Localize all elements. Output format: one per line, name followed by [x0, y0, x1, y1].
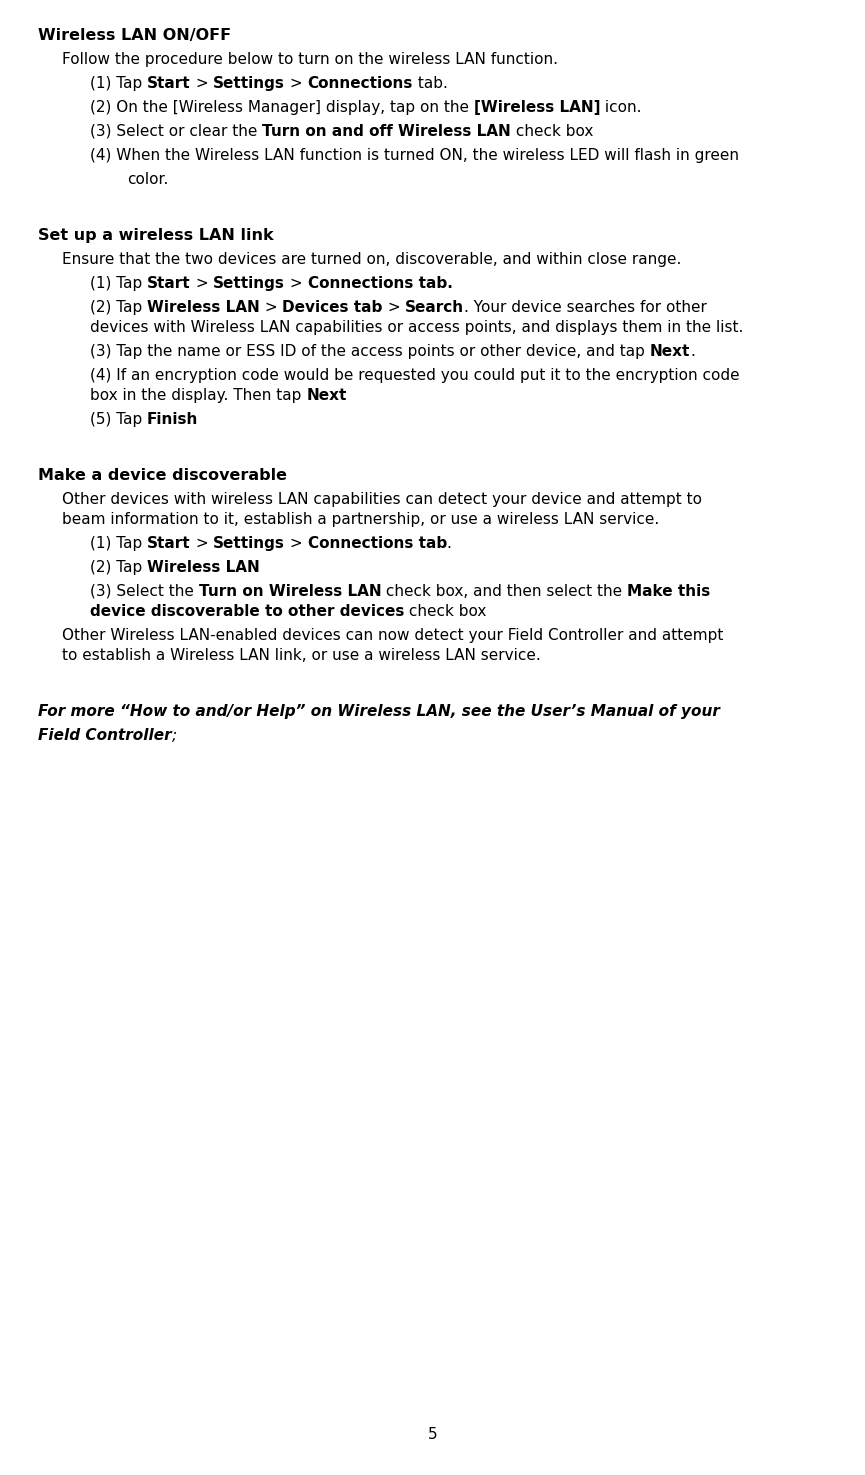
- Text: >: >: [285, 77, 308, 91]
- Text: box in the display. Then tap: box in the display. Then tap: [90, 388, 306, 403]
- Text: >: >: [285, 535, 308, 552]
- Text: Search: Search: [405, 299, 465, 316]
- Text: to establish a Wireless LAN link, or use a wireless LAN service.: to establish a Wireless LAN link, or use…: [62, 648, 541, 662]
- Text: >: >: [260, 299, 282, 316]
- Text: Finish: Finish: [147, 412, 198, 426]
- Text: .: .: [690, 344, 695, 358]
- Text: Start: Start: [147, 276, 191, 291]
- Text: Wireless LAN: Wireless LAN: [147, 299, 260, 316]
- Text: Turn on and off Wireless LAN: Turn on and off Wireless LAN: [262, 124, 511, 139]
- Text: ;: ;: [171, 729, 176, 743]
- Text: Settings: Settings: [214, 276, 285, 291]
- Text: Connections: Connections: [308, 77, 413, 91]
- Text: icon.: icon.: [600, 100, 642, 115]
- Text: Make a device discoverable: Make a device discoverable: [38, 468, 287, 482]
- Text: >: >: [382, 299, 405, 316]
- Text: Wireless LAN ON/OFF: Wireless LAN ON/OFF: [38, 28, 231, 43]
- Text: Follow the procedure below to turn on the wireless LAN function.: Follow the procedure below to turn on th…: [62, 52, 558, 66]
- Text: Wireless LAN: Wireless LAN: [147, 560, 260, 575]
- Text: (3) Tap the name or ESS ID of the access points or other device, and tap: (3) Tap the name or ESS ID of the access…: [90, 344, 650, 358]
- Text: Next: Next: [650, 344, 690, 358]
- Text: tab.: tab.: [413, 77, 448, 91]
- Text: Settings: Settings: [214, 77, 285, 91]
- Text: check box, and then select the: check box, and then select the: [381, 584, 627, 599]
- Text: [Wireless LAN]: [Wireless LAN]: [474, 100, 600, 115]
- Text: >: >: [191, 276, 214, 291]
- Text: Make this: Make this: [627, 584, 711, 599]
- Text: Connections tab.: Connections tab.: [308, 276, 452, 291]
- Text: . Your device searches for other: . Your device searches for other: [465, 299, 708, 316]
- Text: >: >: [285, 276, 308, 291]
- Text: Start: Start: [147, 77, 191, 91]
- Text: (1) Tap: (1) Tap: [90, 276, 147, 291]
- Text: >: >: [191, 535, 214, 552]
- Text: (4) If an encryption code would be requested you could put it to the encryption : (4) If an encryption code would be reque…: [90, 367, 740, 384]
- Text: (4) When the Wireless LAN function is turned ON, the wireless LED will flash in : (4) When the Wireless LAN function is tu…: [90, 148, 739, 164]
- Text: device discoverable to other devices: device discoverable to other devices: [90, 603, 404, 620]
- Text: .: .: [447, 535, 452, 552]
- Text: >: >: [191, 77, 214, 91]
- Text: (2) On the [Wireless Manager] display, tap on the: (2) On the [Wireless Manager] display, t…: [90, 100, 474, 115]
- Text: check box: check box: [404, 603, 487, 620]
- Text: Turn on Wireless LAN: Turn on Wireless LAN: [199, 584, 381, 599]
- Text: beam information to it, establish a partnership, or use a wireless LAN service.: beam information to it, establish a part…: [62, 512, 659, 527]
- Text: Connections tab: Connections tab: [308, 535, 447, 552]
- Text: (2) Tap: (2) Tap: [90, 299, 147, 316]
- Text: Next: Next: [306, 388, 347, 403]
- Text: Other devices with wireless LAN capabilities can detect your device and attempt : Other devices with wireless LAN capabili…: [62, 493, 702, 507]
- Text: check box: check box: [511, 124, 593, 139]
- Text: Field Controller: Field Controller: [38, 729, 171, 743]
- Text: Settings: Settings: [214, 535, 285, 552]
- Text: Ensure that the two devices are turned on, discoverable, and within close range.: Ensure that the two devices are turned o…: [62, 252, 682, 267]
- Text: (1) Tap: (1) Tap: [90, 77, 147, 91]
- Text: Devices tab: Devices tab: [282, 299, 382, 316]
- Text: (5) Tap: (5) Tap: [90, 412, 147, 426]
- Text: (3) Select the: (3) Select the: [90, 584, 199, 599]
- Text: Set up a wireless LAN link: Set up a wireless LAN link: [38, 229, 273, 243]
- Text: (3) Select or clear the: (3) Select or clear the: [90, 124, 262, 139]
- Text: devices with Wireless LAN capabilities or access points, and displays them in th: devices with Wireless LAN capabilities o…: [90, 320, 743, 335]
- Text: (1) Tap: (1) Tap: [90, 535, 147, 552]
- Text: Start: Start: [147, 535, 191, 552]
- Text: 5: 5: [427, 1426, 438, 1443]
- Text: Other Wireless LAN-enabled devices can now detect your Field Controller and atte: Other Wireless LAN-enabled devices can n…: [62, 628, 723, 643]
- Text: color.: color.: [127, 173, 169, 187]
- Text: For more “How to and/or Help” on Wireless LAN, see the User’s Manual of your: For more “How to and/or Help” on Wireles…: [38, 704, 720, 718]
- Text: (2) Tap: (2) Tap: [90, 560, 147, 575]
